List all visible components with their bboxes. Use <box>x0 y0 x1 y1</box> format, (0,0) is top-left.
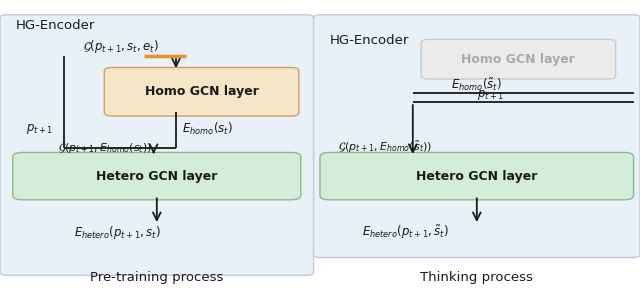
FancyBboxPatch shape <box>314 15 640 258</box>
FancyBboxPatch shape <box>0 15 314 275</box>
FancyBboxPatch shape <box>104 67 299 116</box>
FancyBboxPatch shape <box>421 39 616 79</box>
Text: Thinking process: Thinking process <box>420 271 533 284</box>
Text: HG-Encoder: HG-Encoder <box>330 34 409 47</box>
Text: Homo GCN layer: Homo GCN layer <box>461 53 575 66</box>
Text: $E_{homo}(\tilde{s}_t)$: $E_{homo}(\tilde{s}_t)$ <box>451 77 502 93</box>
Text: $E_{hetero}(p_{t+1}, \tilde{s}_t)$: $E_{hetero}(p_{t+1}, \tilde{s}_t)$ <box>362 224 449 241</box>
FancyBboxPatch shape <box>13 152 301 200</box>
Text: HG-Encoder: HG-Encoder <box>16 19 95 32</box>
Text: $p_{t+1}$: $p_{t+1}$ <box>477 88 504 102</box>
Text: $\mathcal{G}(p_{t+1}, E_{homo}(s_t))$: $\mathcal{G}(p_{t+1}, E_{homo}(s_t))$ <box>58 141 152 155</box>
Text: Pre-training process: Pre-training process <box>90 271 223 284</box>
Text: Homo GCN layer: Homo GCN layer <box>145 85 259 98</box>
Text: Hetero GCN layer: Hetero GCN layer <box>416 170 538 183</box>
Text: $E_{hetero}(p_{t+1}, s_t)$: $E_{hetero}(p_{t+1}, s_t)$ <box>74 224 161 241</box>
Text: $p_{t+1}$: $p_{t+1}$ <box>26 122 53 136</box>
FancyBboxPatch shape <box>320 152 634 200</box>
Text: $\mathcal{G}(p_{t+1}, s_t, e_t)$: $\mathcal{G}(p_{t+1}, s_t, e_t)$ <box>83 38 159 55</box>
Text: $\mathcal{G}(p_{t+1}, E_{homo}(\tilde{s}_t))$: $\mathcal{G}(p_{t+1}, E_{homo}(\tilde{s}… <box>338 140 432 155</box>
Text: $E_{homo}(s_t)$: $E_{homo}(s_t)$ <box>182 121 234 137</box>
Text: Hetero GCN layer: Hetero GCN layer <box>96 170 218 183</box>
